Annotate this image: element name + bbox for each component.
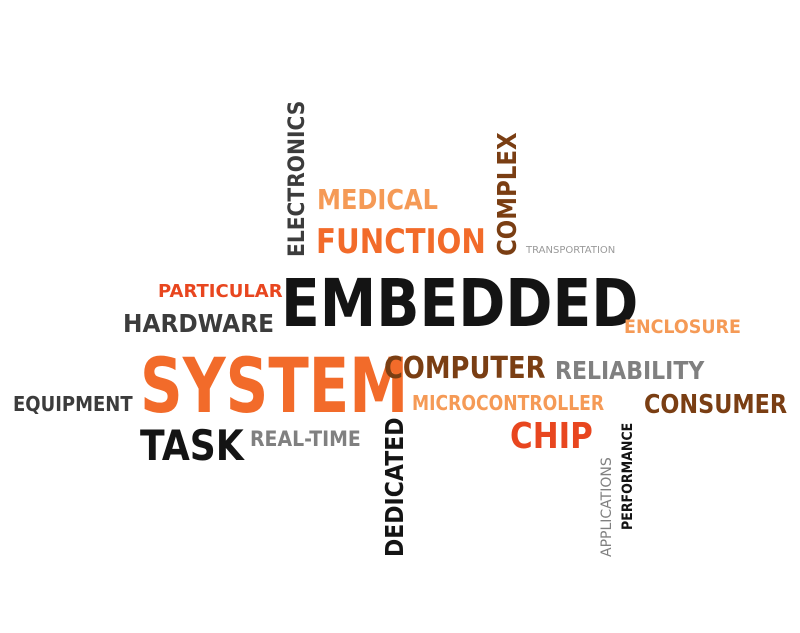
- word-enclosure: ENCLOSURE: [624, 316, 741, 338]
- word-consumer: CONSUMER: [644, 390, 788, 420]
- word-electronics: ELECTRONICS: [285, 100, 310, 257]
- word-system: SYSTEM: [140, 341, 409, 430]
- word-computer: COMPUTER: [384, 351, 546, 386]
- word-performance: PERFORMANCE: [620, 422, 636, 530]
- word-applications: APPLICATIONS: [599, 457, 615, 557]
- word-embedded: EMBEDDED: [281, 265, 639, 342]
- word-dedicated: DEDICATED: [380, 417, 409, 557]
- word-complex: COMPLEX: [493, 132, 523, 256]
- word-task: TASK: [140, 421, 244, 470]
- word-reliability: RELIABILITY: [555, 356, 705, 385]
- word-medical: MEDICAL: [317, 183, 439, 216]
- word-function: FUNCTION: [316, 222, 486, 262]
- word-particular: PARTICULAR: [158, 281, 283, 302]
- word-equipment: EQUIPMENT: [13, 392, 133, 416]
- word-hardware: HARDWARE: [123, 309, 275, 338]
- word-transportation: TRANSPORTATION: [526, 245, 616, 256]
- word-real-time: REAL-TIME: [250, 427, 361, 451]
- word-chip: CHIP: [510, 416, 593, 457]
- word-microcontroller: MICROCONTROLLER: [412, 391, 605, 415]
